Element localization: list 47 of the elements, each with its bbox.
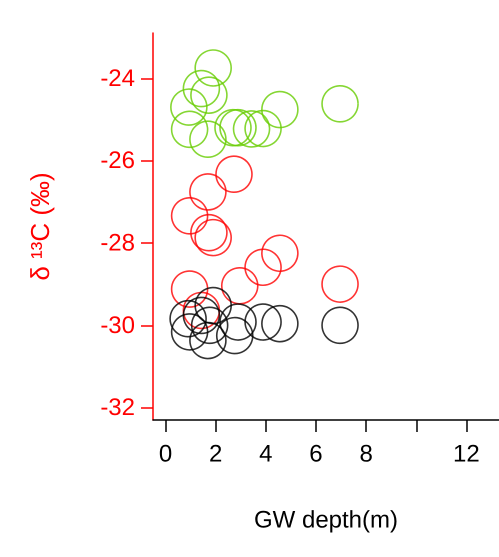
x-tick-label: 0 — [158, 440, 172, 468]
point — [189, 120, 227, 158]
point — [244, 248, 282, 286]
point — [194, 218, 232, 256]
point — [261, 90, 299, 128]
x-tick-label: 12 — [453, 440, 480, 468]
point — [189, 322, 227, 360]
point — [194, 286, 232, 324]
point — [190, 214, 228, 252]
point — [244, 110, 282, 148]
y-tick-label: -28 — [100, 229, 135, 256]
y-axis-title: δ ¹³C (‰) — [25, 172, 55, 281]
point — [321, 306, 359, 344]
y-tick-label: -30 — [100, 312, 135, 339]
point — [170, 88, 208, 126]
point — [169, 300, 207, 338]
y-tick-label: -26 — [100, 147, 135, 174]
point — [194, 49, 232, 87]
point — [182, 292, 220, 330]
point — [182, 70, 220, 108]
point — [219, 303, 257, 341]
point — [170, 197, 208, 235]
point — [170, 110, 208, 148]
point — [215, 155, 253, 194]
point — [321, 85, 359, 123]
point — [216, 316, 254, 354]
point — [189, 173, 227, 211]
point — [321, 265, 359, 303]
x-tick-label: 8 — [359, 440, 373, 468]
point — [244, 303, 282, 341]
point — [220, 266, 259, 305]
point — [214, 108, 252, 146]
x-tick-label: 2 — [209, 440, 222, 468]
point — [219, 108, 257, 146]
point — [170, 270, 208, 308]
point — [261, 234, 299, 272]
point — [261, 304, 299, 342]
point — [232, 110, 270, 148]
point — [190, 76, 228, 114]
x-tick-label: 4 — [259, 440, 273, 468]
y-tick-label: -32 — [100, 394, 135, 422]
x-axis-title: GW depth(m) — [254, 506, 398, 534]
point — [182, 296, 220, 334]
y-tick-label: -24 — [100, 64, 135, 92]
point — [190, 306, 228, 344]
x-tick-label: 6 — [309, 440, 323, 468]
point — [170, 313, 208, 351]
